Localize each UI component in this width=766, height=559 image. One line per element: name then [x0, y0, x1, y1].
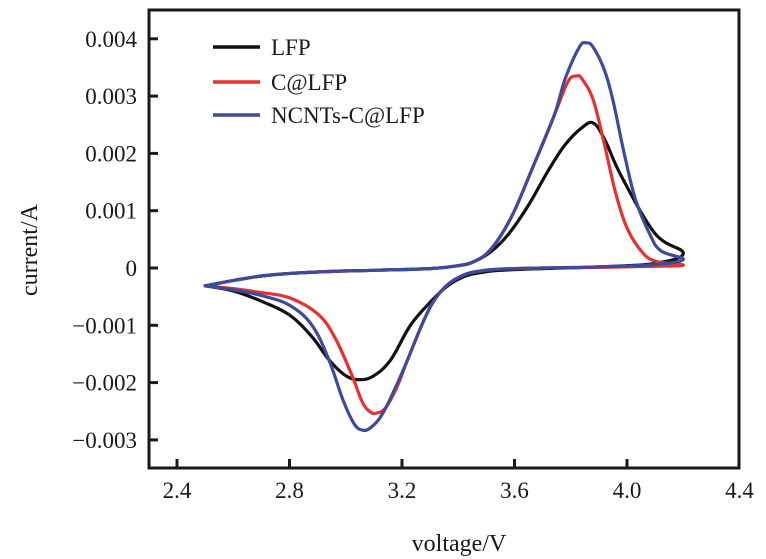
y-tick-label: 0.004	[85, 27, 137, 52]
y-tick-label: 0.003	[85, 84, 137, 109]
legend: LFP C@LFP NCNTs-C@LFP	[213, 35, 425, 128]
y-tick-label: −0.002	[72, 371, 137, 396]
x-tick-label: 4.4	[725, 478, 754, 503]
y-tick-label: −0.001	[72, 313, 137, 338]
plot-frame	[147, 8, 741, 470]
y-tick-label: −0.003	[72, 428, 137, 453]
legend-label: LFP	[271, 35, 311, 60]
y-tick-label: 0.002	[85, 141, 137, 166]
x-tick-label: 3.6	[500, 478, 529, 503]
series-layer	[203, 40, 685, 433]
y-axis-title: current/A	[17, 203, 43, 296]
x-tick-label: 4.0	[613, 478, 642, 503]
series-line-ncnts-c-lfp	[203, 40, 685, 433]
legend-label: C@LFP	[271, 70, 347, 95]
x-tick-label: 2.8	[275, 478, 304, 503]
y-tick-label: 0.001	[85, 199, 137, 224]
legend-label: NCNTs-C@LFP	[271, 103, 425, 128]
ticks-layer: 2.4 2.8 3.2 3.6 4.0 4.4 0.004 0.003 0.002 0.001 0 −…	[72, 27, 754, 503]
x-axis-title: voltage/V	[412, 531, 507, 557]
series-line-lfp	[203, 120, 685, 382]
x-tick-label: 2.4	[163, 478, 192, 503]
y-tick-label: 0	[126, 256, 138, 281]
x-tick-label: 3.2	[388, 478, 417, 503]
